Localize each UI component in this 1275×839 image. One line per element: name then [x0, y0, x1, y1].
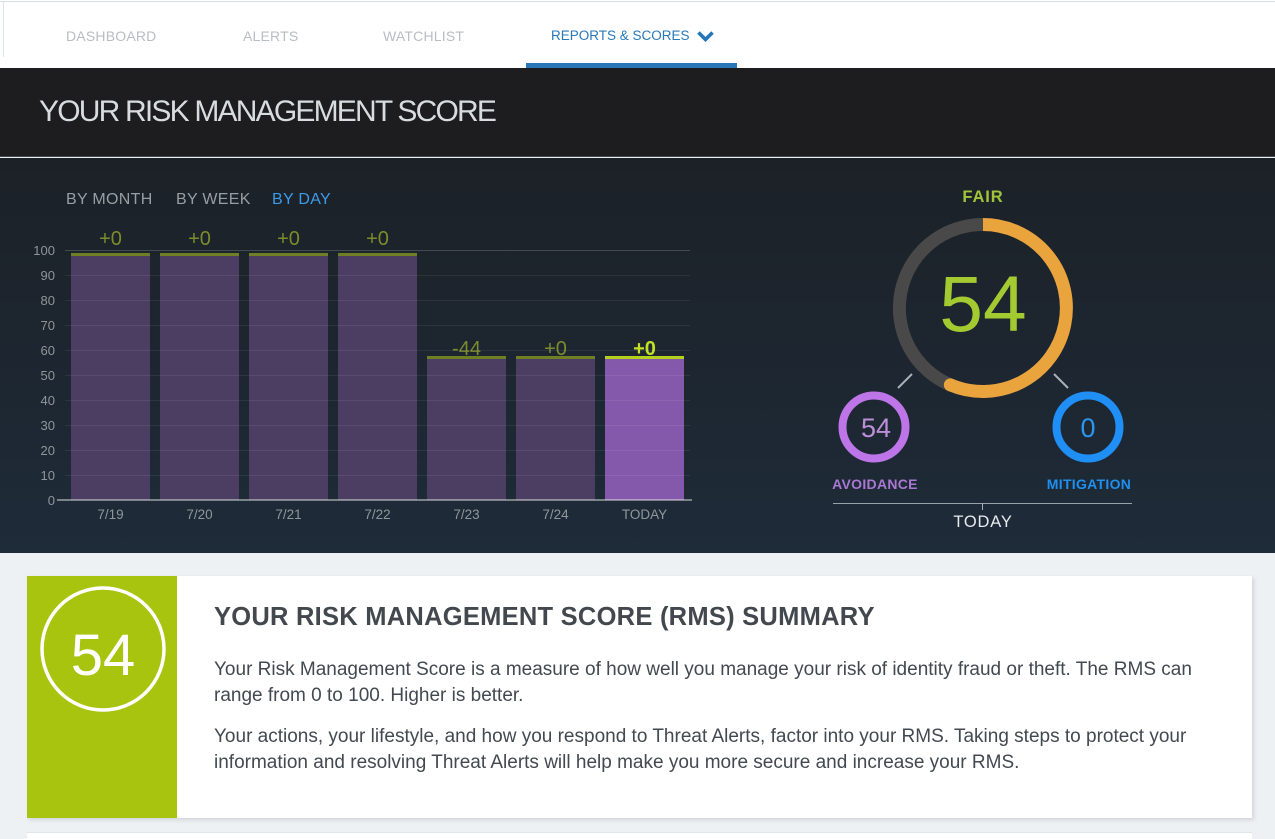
svg-text:54: 54	[861, 413, 891, 443]
svg-text:54: 54	[939, 260, 1026, 348]
svg-text:0: 0	[1080, 413, 1095, 443]
svg-text:54: 54	[71, 623, 136, 688]
